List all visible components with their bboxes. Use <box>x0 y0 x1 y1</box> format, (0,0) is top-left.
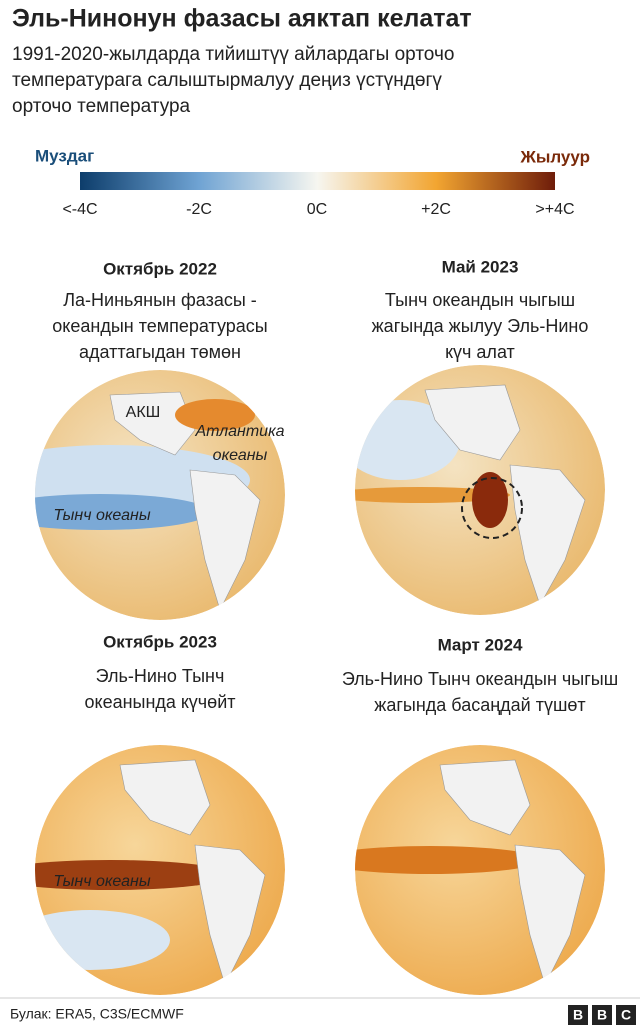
subtitle: орточо температура <box>12 96 191 117</box>
panel-caption: жагында жылуу Эль-Нино <box>372 316 589 336</box>
panel-caption: Эль-Нино Тынч океандын чыгыш <box>342 669 618 689</box>
highlight-circle <box>461 477 523 539</box>
legend-cold: Муздаг <box>35 146 94 165</box>
subtitle: 1991-2020-жылдарда тийиштүү айлардагы ор… <box>12 44 454 65</box>
globe <box>355 745 605 995</box>
scale-label: -2C <box>186 201 212 218</box>
subtitle: температурага салыштырмалуу деңиз үстүнд… <box>12 70 442 91</box>
panel-caption: күч алат <box>445 342 515 362</box>
logo-letter: B <box>573 1007 583 1023</box>
map-label: Тынч океаны <box>53 873 150 890</box>
map-label: Атлантика <box>194 423 284 440</box>
logo-letter: C <box>621 1007 631 1023</box>
panel-caption: океандын температурасы <box>52 316 267 336</box>
panel-date: Май 2023 <box>442 257 519 276</box>
panel-caption: океанында күчөйт <box>84 692 235 712</box>
globe <box>355 365 605 615</box>
panel-date: Март 2024 <box>438 635 523 654</box>
panel-date: Октябрь 2022 <box>103 259 217 278</box>
map-label: Тынч океаны <box>53 507 150 524</box>
scale-label: +2C <box>421 201 451 218</box>
source: Булак: ERA5, C3S/ECMWF <box>10 1006 184 1022</box>
legend-warm: Жылуур <box>519 147 590 166</box>
scale-label: >+4C <box>535 201 574 218</box>
panel-caption: Эль-Нино Тынч <box>96 666 225 686</box>
globe <box>35 370 285 620</box>
map-label: океаны <box>213 447 268 464</box>
globe <box>35 745 285 995</box>
logo-letter: B <box>597 1007 607 1023</box>
scale-label: <-4C <box>62 201 97 218</box>
scale-label: 0C <box>307 201 327 218</box>
title: Эль-Нинонун фазасы аяктап келатат <box>12 5 472 33</box>
panel-caption: жагында басаңдай түшөт <box>374 695 585 715</box>
logo: B B C <box>568 1005 636 1025</box>
panel-caption: Ла-Ниньянын фазасы - <box>63 290 257 310</box>
color-scale <box>80 172 555 190</box>
panel-caption: Тынч океандын чыгыш <box>385 290 575 310</box>
panel-caption: адаттагыдан төмөн <box>79 342 241 362</box>
panel-date: Октябрь 2023 <box>103 632 217 651</box>
map-label: АКШ <box>126 404 161 421</box>
